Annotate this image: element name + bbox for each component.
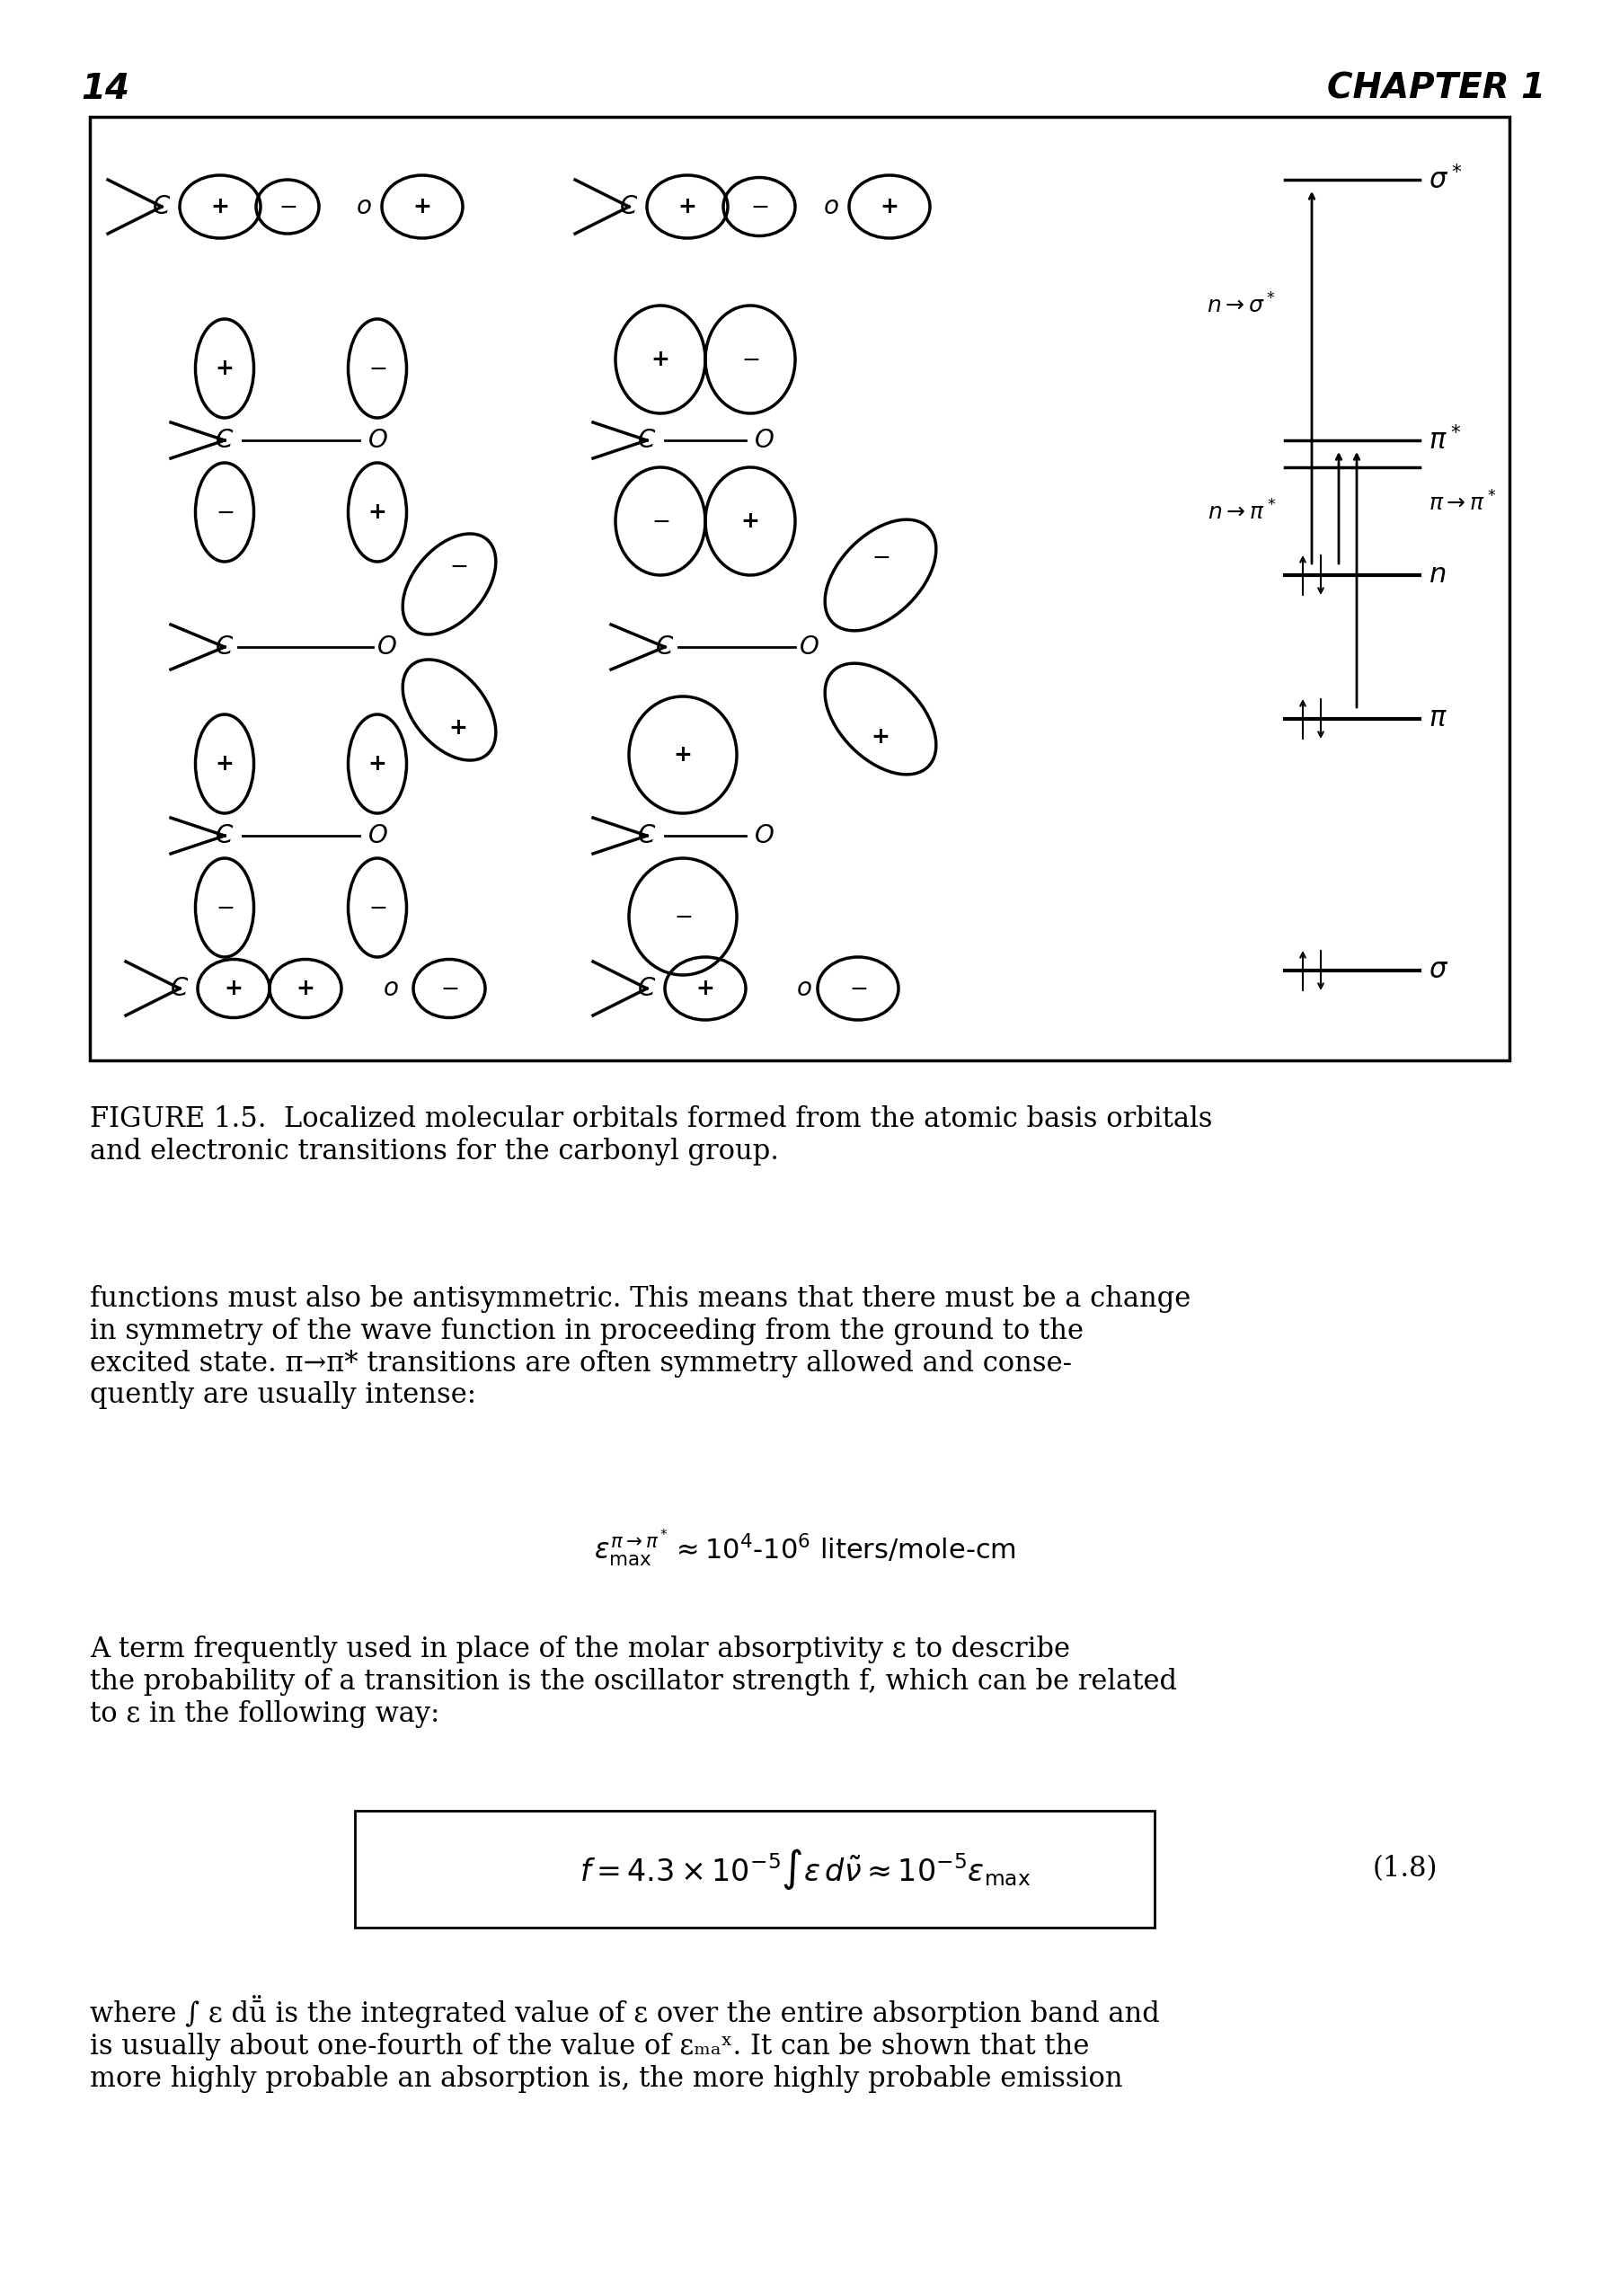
Text: $-$: $-$ bbox=[849, 978, 867, 999]
Text: $-$: $-$ bbox=[440, 978, 459, 999]
Text: $o$: $o$ bbox=[796, 976, 812, 1001]
Text: functions must also be antisymmetric. This means that there must be a change
in : functions must also be antisymmetric. Th… bbox=[90, 1286, 1191, 1410]
Text: $C$: $C$ bbox=[638, 427, 656, 452]
FancyBboxPatch shape bbox=[354, 1812, 1155, 1929]
Text: $\varepsilon_{\mathrm{max}}^{\pi\rightarrow\pi^*} \approx 10^4\text{-}10^6\ \mat: $\varepsilon_{\mathrm{max}}^{\pi\rightar… bbox=[594, 1527, 1017, 1568]
Text: $n \rightarrow \pi^*$: $n \rightarrow \pi^*$ bbox=[1207, 501, 1276, 523]
Text: A term frequently used in place of the molar absorptivity ε to describe
the prob: A term frequently used in place of the m… bbox=[90, 1635, 1178, 1727]
Text: $C$: $C$ bbox=[214, 427, 234, 452]
Text: $\pi \rightarrow \pi^*$: $\pi \rightarrow \pi^*$ bbox=[1429, 491, 1497, 517]
Text: $-$: $-$ bbox=[751, 195, 768, 218]
Text: $C$: $C$ bbox=[638, 824, 656, 847]
Text: $o$: $o$ bbox=[383, 976, 400, 1001]
Text: $C$: $C$ bbox=[171, 976, 188, 1001]
Text: +: + bbox=[696, 978, 715, 999]
Text: FIGURE 1.5.  Localized molecular orbitals formed from the atomic basis orbitals
: FIGURE 1.5. Localized molecular orbitals… bbox=[90, 1104, 1213, 1166]
Text: $C$: $C$ bbox=[214, 634, 234, 659]
Text: $o$: $o$ bbox=[823, 195, 839, 218]
Text: $-$: $-$ bbox=[673, 907, 693, 928]
Text: $-$: $-$ bbox=[216, 898, 234, 918]
Text: $o$: $o$ bbox=[356, 195, 372, 218]
Text: 14: 14 bbox=[81, 71, 129, 106]
Text: $-$: $-$ bbox=[651, 510, 670, 533]
Text: $-$: $-$ bbox=[872, 546, 889, 567]
Text: $O$: $O$ bbox=[754, 824, 773, 847]
Text: +: + bbox=[216, 358, 234, 379]
Text: $O$: $O$ bbox=[754, 427, 773, 452]
Text: $n$: $n$ bbox=[1429, 563, 1447, 588]
Text: $-$: $-$ bbox=[741, 349, 759, 370]
FancyBboxPatch shape bbox=[90, 117, 1510, 1061]
Text: CHAPTER 1: CHAPTER 1 bbox=[1327, 71, 1545, 106]
Text: $O$: $O$ bbox=[367, 824, 388, 847]
Text: $\pi$: $\pi$ bbox=[1429, 705, 1447, 732]
Text: $-$: $-$ bbox=[369, 898, 387, 918]
Text: $-$: $-$ bbox=[369, 358, 387, 379]
Text: +: + bbox=[449, 716, 467, 739]
Text: $C$: $C$ bbox=[151, 195, 171, 218]
Text: +: + bbox=[741, 510, 760, 533]
Text: +: + bbox=[880, 195, 899, 218]
Text: +: + bbox=[211, 195, 229, 218]
Text: $C$: $C$ bbox=[656, 634, 675, 659]
Text: $f = 4.3 \times 10^{-5} \int \varepsilon\, d\tilde{\nu} \approx 10^{-5}\varepsil: $f = 4.3 \times 10^{-5} \int \varepsilon… bbox=[580, 1846, 1031, 1892]
Text: $-$: $-$ bbox=[216, 501, 234, 523]
Text: $\sigma$: $\sigma$ bbox=[1429, 957, 1448, 983]
Text: +: + bbox=[296, 978, 314, 999]
Text: +: + bbox=[678, 195, 696, 218]
Text: +: + bbox=[651, 349, 670, 370]
Text: where ∫ ε dṻ is the integrated value of ε over the entire absorption band and
is: where ∫ ε dṻ is the integrated value of … bbox=[90, 1995, 1160, 2092]
Text: $-$: $-$ bbox=[279, 195, 296, 218]
Text: $O$: $O$ bbox=[375, 634, 396, 659]
Text: $\pi^*$: $\pi^*$ bbox=[1429, 425, 1461, 455]
Text: $O$: $O$ bbox=[799, 634, 818, 659]
Text: $\sigma^*$: $\sigma^*$ bbox=[1429, 165, 1461, 195]
Text: $O$: $O$ bbox=[367, 427, 388, 452]
Text: +: + bbox=[673, 744, 693, 765]
Text: $C$: $C$ bbox=[638, 976, 656, 1001]
Text: (1.8): (1.8) bbox=[1373, 1855, 1437, 1883]
Text: $C$: $C$ bbox=[214, 824, 234, 847]
Text: +: + bbox=[367, 501, 387, 523]
Text: $C$: $C$ bbox=[619, 195, 638, 218]
Text: +: + bbox=[872, 726, 889, 748]
Text: $n \rightarrow \sigma^*$: $n \rightarrow \sigma^*$ bbox=[1207, 294, 1276, 317]
Text: +: + bbox=[216, 753, 234, 774]
Text: +: + bbox=[412, 195, 432, 218]
Text: +: + bbox=[224, 978, 243, 999]
Text: +: + bbox=[367, 753, 387, 774]
Text: $-$: $-$ bbox=[449, 556, 467, 576]
